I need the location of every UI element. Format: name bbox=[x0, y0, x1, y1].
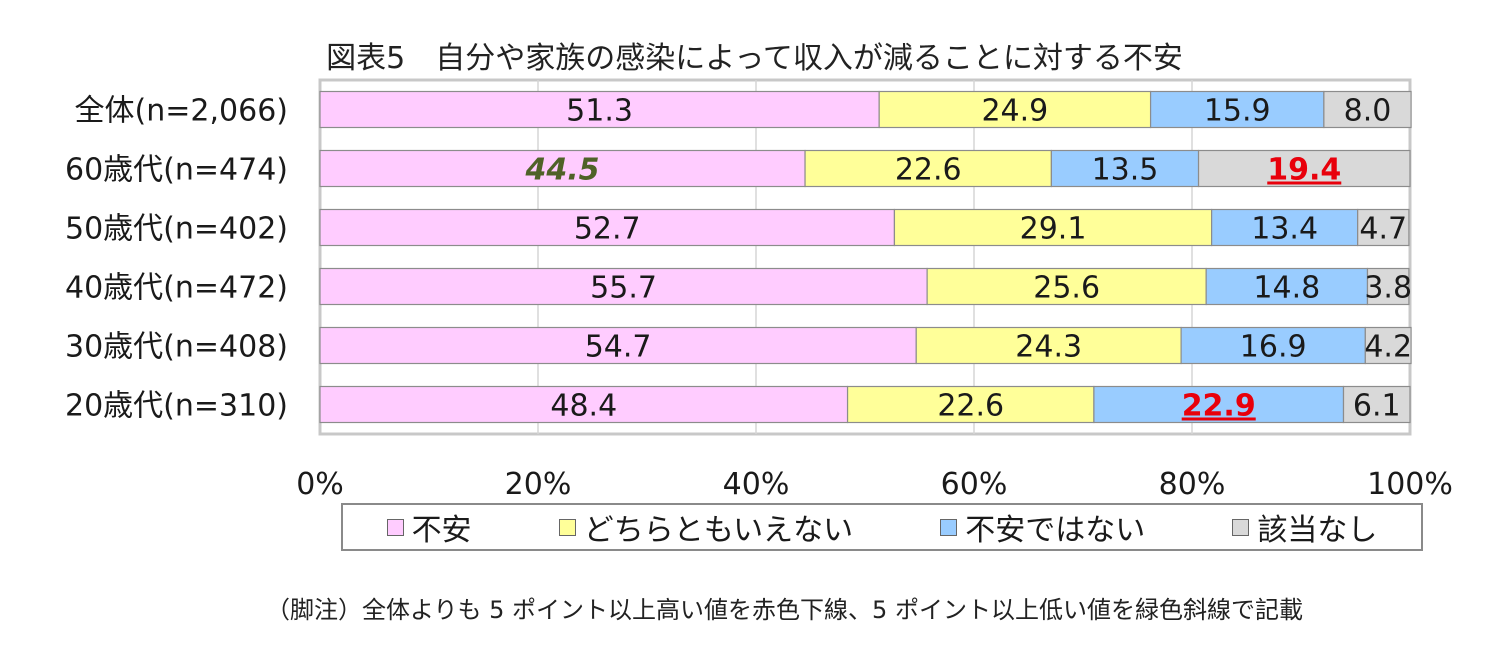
data-label: 29.1 bbox=[1020, 212, 1087, 247]
data-label: 22.6 bbox=[895, 153, 962, 188]
legend-label: 該当なし bbox=[1257, 513, 1378, 548]
data-label: 25.6 bbox=[1033, 271, 1100, 306]
category-label: 40歳代(n=472) bbox=[65, 271, 288, 306]
bar-segment bbox=[804, 149, 1052, 188]
bar-segment bbox=[1149, 90, 1325, 129]
x-tick-label: 20% bbox=[505, 467, 572, 500]
bar-segment bbox=[878, 90, 1152, 129]
category-label: 20歳代(n=310) bbox=[65, 389, 288, 424]
footnote: （脚注）全体よりも 5 ポイント以上高い値を赤色下線、5 ポイント以上低い値を緑… bbox=[266, 596, 1303, 624]
legend-swatch bbox=[386, 518, 404, 536]
data-label: 52.7 bbox=[574, 212, 641, 247]
legend-item: 不安ではない bbox=[940, 505, 1145, 549]
data-label: 51.3 bbox=[566, 94, 633, 129]
data-label: 8.0 bbox=[1344, 94, 1392, 129]
legend-swatch bbox=[940, 518, 958, 536]
bar-segment bbox=[1197, 149, 1411, 188]
bar-segment bbox=[319, 267, 928, 306]
chart-plot: 51.3 24.9 15.9 8.0 全体(n=2,066) 44.5 22.6 13.5 19… bbox=[65, 78, 1453, 500]
data-label: 55.7 bbox=[590, 271, 657, 306]
bar-segment bbox=[1364, 326, 1412, 365]
data-label: 13.4 bbox=[1251, 212, 1318, 247]
legend-swatch bbox=[1232, 518, 1250, 536]
x-tick-label: 80% bbox=[1159, 467, 1226, 500]
category-label: 50歳代(n=402) bbox=[65, 212, 288, 247]
bar-segment bbox=[319, 326, 917, 365]
x-tick-label: 60% bbox=[941, 467, 1008, 500]
data-label: 24.9 bbox=[981, 94, 1048, 129]
legend-label: 不安ではない bbox=[965, 513, 1146, 548]
category-label: 30歳代(n=408) bbox=[65, 330, 288, 365]
legend-swatch bbox=[558, 518, 576, 536]
data-label: 22.9 bbox=[1182, 389, 1256, 424]
data-label: 19.4 bbox=[1267, 153, 1341, 188]
legend-item: 該当なし bbox=[1232, 505, 1377, 549]
category-label: 60歳代(n=474) bbox=[65, 153, 288, 188]
data-label: 6.1 bbox=[1353, 389, 1401, 424]
x-tick-label: 40% bbox=[723, 467, 790, 500]
data-label: 3.8 bbox=[1364, 271, 1412, 306]
chart-title: 図表5 自分や家族の感染によって収入が減ることに対する不安 bbox=[326, 41, 1183, 76]
bar-segment bbox=[1180, 326, 1366, 365]
bar-segment bbox=[1211, 208, 1359, 247]
data-label: 48.4 bbox=[550, 389, 617, 424]
data-label: 16.9 bbox=[1240, 330, 1307, 365]
bar-segment bbox=[319, 385, 849, 424]
legend-label: どちらともいえない bbox=[583, 513, 854, 548]
data-label: 24.3 bbox=[1015, 330, 1082, 365]
bar-segment bbox=[1357, 208, 1410, 247]
data-label: 13.5 bbox=[1092, 153, 1159, 188]
data-label: 54.7 bbox=[585, 330, 652, 365]
data-label: 44.5 bbox=[525, 153, 600, 188]
bar-segment bbox=[1342, 385, 1411, 424]
data-label: 15.9 bbox=[1204, 94, 1271, 129]
bar-segment bbox=[1323, 90, 1412, 129]
legend-item: 不安 bbox=[386, 505, 472, 549]
legend: 不安 どちらともいえない 不安ではない 該当なし bbox=[341, 503, 1423, 551]
data-label: 4.7 bbox=[1359, 212, 1407, 247]
legend-item: どちらともいえない bbox=[558, 505, 854, 549]
bar-segment bbox=[319, 90, 880, 129]
data-label: 22.6 bbox=[937, 389, 1004, 424]
bar-segment bbox=[1093, 385, 1345, 424]
data-label: 14.8 bbox=[1253, 271, 1320, 306]
bar-segment bbox=[1366, 267, 1410, 306]
x-tick-label: 100% bbox=[1367, 467, 1453, 500]
data-label: 4.2 bbox=[1364, 330, 1412, 365]
bar-segment bbox=[319, 208, 896, 247]
plot-frame bbox=[318, 78, 1412, 436]
bar-segment bbox=[926, 267, 1207, 306]
category-label: 全体(n=2,066) bbox=[75, 94, 288, 129]
legend-label: 不安 bbox=[411, 513, 472, 548]
bar-segment bbox=[846, 385, 1095, 424]
x-tick-label: 0% bbox=[296, 467, 344, 500]
bar-segment bbox=[1205, 267, 1369, 306]
bar-segment bbox=[319, 149, 806, 188]
